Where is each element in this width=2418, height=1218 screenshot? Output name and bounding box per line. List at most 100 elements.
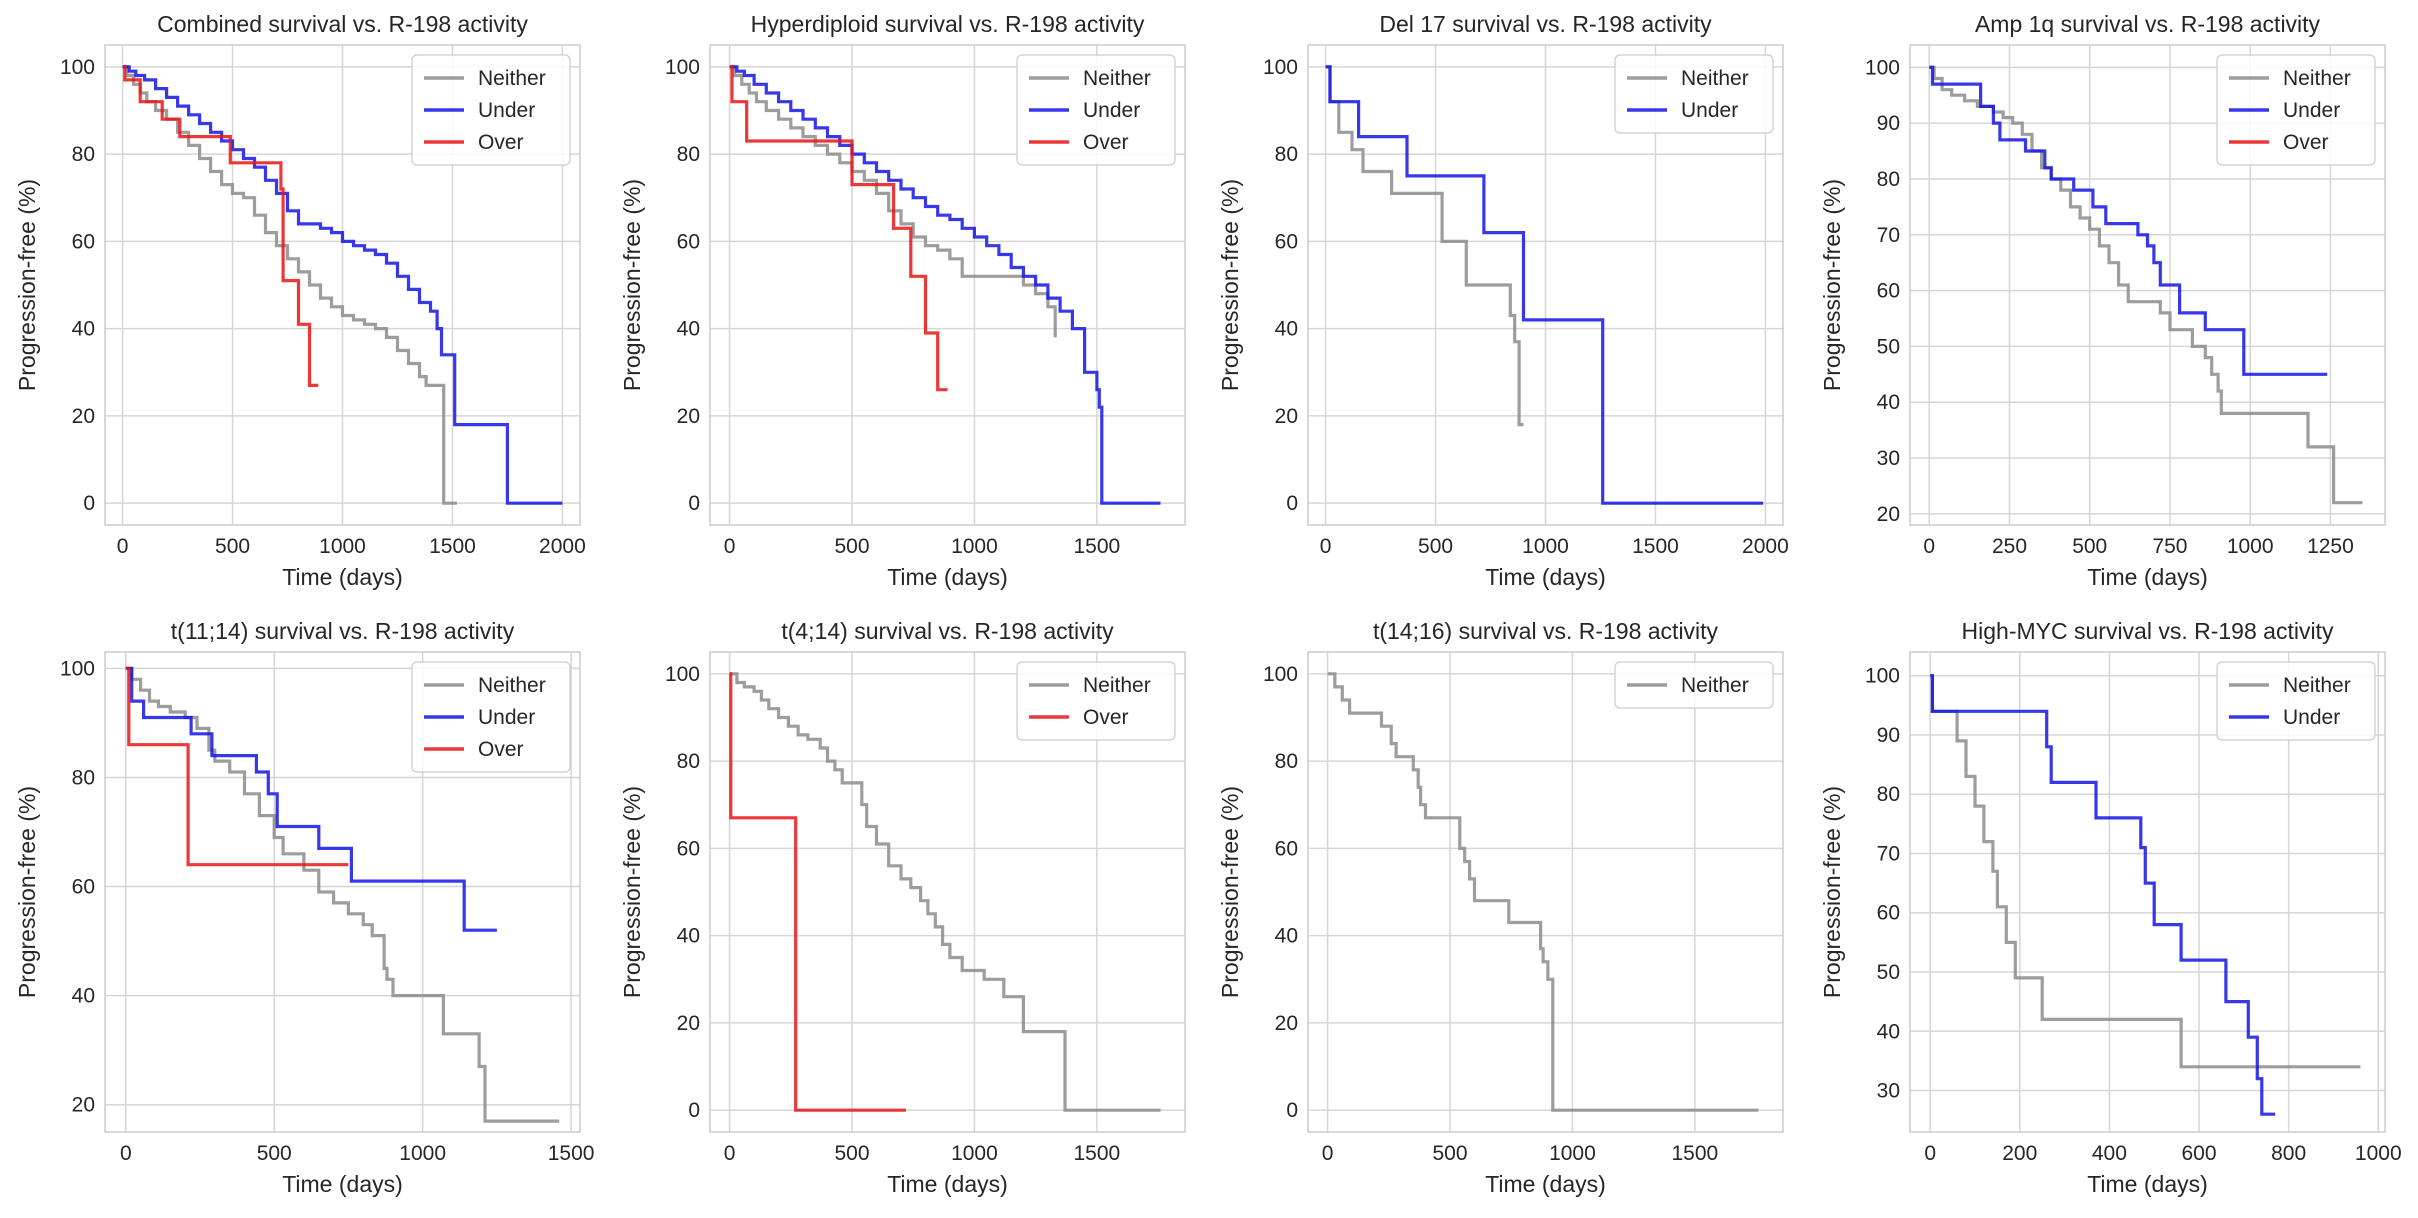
plot-frame <box>104 44 581 526</box>
legend-label-over: Over <box>1083 706 1129 729</box>
y-tick-label: 100 <box>60 56 95 79</box>
series-neither-line <box>1325 65 1524 427</box>
x-axis-label: Time (days) <box>2087 564 2208 590</box>
y-tick-label: 80 <box>677 143 700 166</box>
series-under-line <box>1929 65 2328 376</box>
x-tick-label: 500 <box>834 1142 869 1165</box>
y-axis-label: Progression-free (%) <box>619 786 645 998</box>
x-tick-label: 500 <box>215 535 250 558</box>
x-tick-label: 0 <box>1320 535 1332 558</box>
panel-title: t(14;16) survival vs. R-198 activity <box>1373 618 1719 644</box>
panel-title: Del 17 survival vs. R-198 activity <box>1379 11 1712 37</box>
panel-title: Hyperdiploid survival vs. R-198 activity <box>751 11 1145 37</box>
x-tick-label: 1250 <box>2307 535 2354 558</box>
x-tick-label: 0 <box>1923 535 1935 558</box>
x-tick-label: 0 <box>117 535 129 558</box>
series-over-line <box>729 65 948 392</box>
y-tick-label: 20 <box>1275 405 1298 428</box>
legend-label-over: Over <box>2283 131 2329 154</box>
series-neither-line <box>1930 674 2361 1069</box>
y-tick-label: 40 <box>1877 1020 1900 1043</box>
legend-label-neither: Neither <box>478 67 546 90</box>
y-tick-label: 60 <box>1275 230 1298 253</box>
legend-box <box>2216 661 2376 741</box>
legend: Neither Under Over <box>411 54 571 166</box>
series-under-line <box>122 65 563 505</box>
y-tick-label: 40 <box>677 318 700 341</box>
legend-box <box>1614 54 1774 134</box>
y-tick-label: 100 <box>1263 56 1298 79</box>
x-tick-label: 1000 <box>951 535 998 558</box>
panel-1: 0 500 1000 1500 2000 0 20 40 60 80 100 Combined sur… <box>14 11 586 590</box>
x-tick-label: 800 <box>2271 1142 2306 1165</box>
series-neither-line <box>122 65 457 505</box>
y-axis-label: Progression-free (%) <box>1217 786 1243 998</box>
x-tick-label: 200 <box>2002 1142 2037 1165</box>
plot-frame <box>1909 44 2386 526</box>
legend: Neither Over <box>1016 661 1176 741</box>
y-tick-label: 60 <box>72 230 95 253</box>
series-under-line <box>729 65 1161 505</box>
series-neither-line <box>729 672 1161 1112</box>
x-axis-label: Time (days) <box>887 564 1008 590</box>
y-tick-label: 20 <box>1877 503 1900 526</box>
x-tick-label: 1500 <box>1671 1142 1718 1165</box>
x-tick-label: 2000 <box>1742 535 1789 558</box>
x-tick-label: 500 <box>257 1142 292 1165</box>
legend-label-under: Under <box>1681 99 1738 122</box>
legend-label-over: Over <box>478 738 524 761</box>
x-axis-label: Time (days) <box>282 564 403 590</box>
plot-frame <box>104 651 581 1133</box>
y-tick-label: 40 <box>72 985 95 1008</box>
y-tick-label: 100 <box>1865 56 1900 79</box>
y-tick-label: 0 <box>1286 1099 1298 1122</box>
legend: Neither Under <box>2216 661 2376 741</box>
x-tick-label: 250 <box>1992 535 2027 558</box>
y-axis-label: Progression-free (%) <box>14 179 40 391</box>
plot-frame <box>1307 651 1784 1133</box>
y-tick-label: 90 <box>1877 112 1900 135</box>
legend-label-under: Under <box>478 706 535 729</box>
y-tick-label: 100 <box>60 657 95 680</box>
panel-3: 0 500 1000 1500 2000 0 20 40 60 80 100 Del 17 survi… <box>1217 11 1789 590</box>
series-over-line <box>729 672 906 1112</box>
panel-4: 0 250 500 750 1000 1250 20 30 40 50 60 70 80 90 100 Amp… <box>1819 11 2386 590</box>
legend-label-neither: Neither <box>478 674 546 697</box>
y-tick-label: 30 <box>1877 1080 1900 1103</box>
series-under-line <box>1325 65 1764 505</box>
legend: Neither Under Over <box>411 661 571 773</box>
legend-label-under: Under <box>1083 99 1140 122</box>
x-axis-label: Time (days) <box>1485 564 1606 590</box>
y-tick-label: 0 <box>688 492 700 515</box>
legend-box <box>2216 54 2376 166</box>
y-tick-label: 20 <box>677 405 700 428</box>
x-tick-label: 1000 <box>1522 535 1569 558</box>
y-tick-label: 40 <box>72 318 95 341</box>
legend-label-neither: Neither <box>2283 674 2351 697</box>
panel-5: 0 500 1000 1500 20 40 60 80 100 t(11;14) survival… <box>14 618 594 1197</box>
y-tick-label: 40 <box>677 925 700 948</box>
x-tick-label: 0 <box>724 1142 736 1165</box>
y-tick-label: 80 <box>72 143 95 166</box>
x-tick-label: 1000 <box>319 535 366 558</box>
x-tick-label: 1000 <box>1549 1142 1596 1165</box>
legend-label-over: Over <box>478 131 524 154</box>
series-under-line <box>125 666 497 932</box>
series-over-line <box>122 65 319 387</box>
x-tick-label: 1500 <box>429 535 476 558</box>
legend: Neither Under <box>1614 54 1774 134</box>
y-axis-label: Progression-free (%) <box>1217 179 1243 391</box>
panel-7: 0 500 1000 1500 0 20 40 60 80 100 t(14;16) surviva… <box>1217 618 1784 1197</box>
x-tick-label: 1000 <box>2355 1142 2402 1165</box>
legend-box <box>411 661 571 773</box>
panel-title: t(11;14) survival vs. R-198 activity <box>171 618 515 644</box>
legend: Neither Under Over <box>1016 54 1176 166</box>
y-tick-label: 70 <box>1877 842 1900 865</box>
x-tick-label: 400 <box>2092 1142 2127 1165</box>
x-axis-label: Time (days) <box>282 1171 403 1197</box>
legend-box <box>1016 54 1176 166</box>
x-axis-label: Time (days) <box>2087 1171 2208 1197</box>
x-tick-label: 0 <box>1322 1142 1334 1165</box>
legend-label-neither: Neither <box>1083 674 1151 697</box>
